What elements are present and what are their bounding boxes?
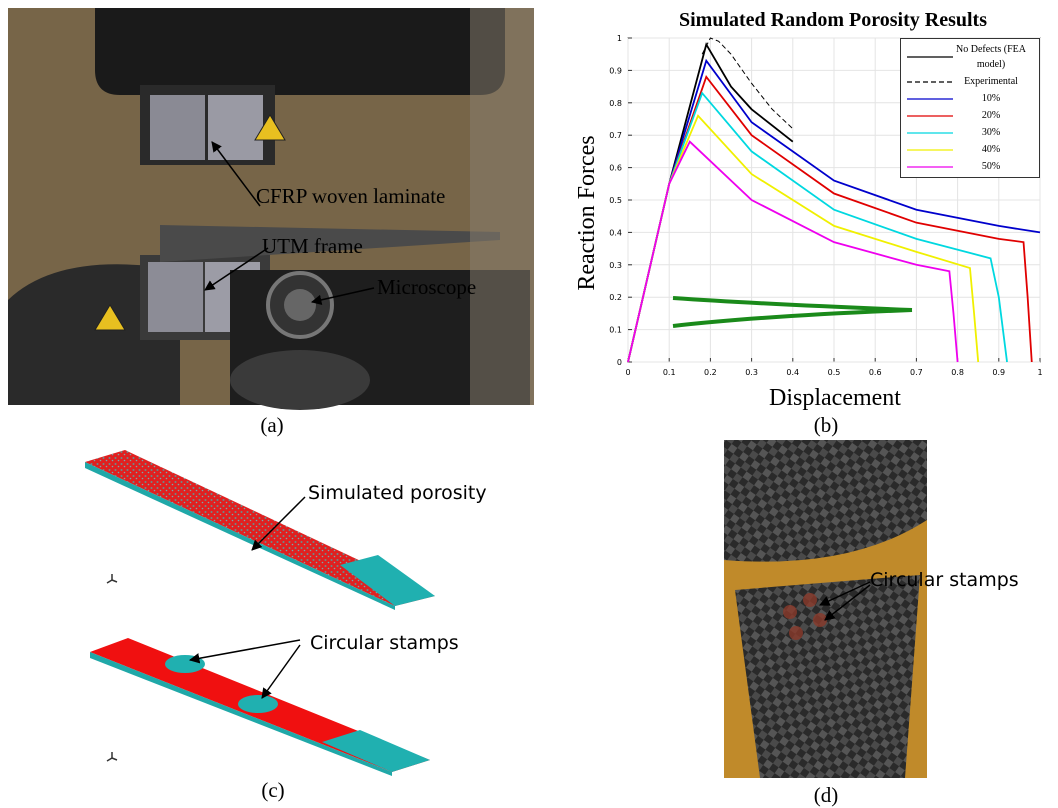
y-tick-label: 0.9 — [609, 66, 622, 75]
legend-swatch — [905, 146, 955, 154]
x-tick-label: 0.3 — [745, 368, 758, 377]
legend-item: 40% — [901, 141, 1039, 158]
caption: (a) — [260, 413, 283, 437]
legend-swatch — [905, 78, 955, 86]
x-tick-label: 1 — [1037, 368, 1042, 377]
x-tick-label: 0.1 — [663, 368, 676, 377]
x-axis-label: Displacement — [769, 385, 901, 411]
y-tick-label: 0.6 — [609, 164, 622, 173]
y-tick-label: 0.3 — [609, 261, 622, 270]
legend-label: No Defects (FEA model) — [955, 42, 1027, 72]
legend-label: Experimental — [955, 74, 1027, 89]
x-tick-label: 0.8 — [951, 368, 964, 377]
annotation: Simulated porosity — [308, 482, 487, 504]
legend-item: No Defects (FEA model) — [901, 41, 1039, 73]
legend-label: 50% — [955, 159, 1027, 174]
x-tick-label: 0.4 — [786, 368, 799, 377]
y-tick-label: 0 — [617, 358, 622, 367]
y-tick-label: 0.1 — [609, 326, 622, 335]
y-tick-label: 0.5 — [609, 196, 622, 205]
y-tick-label: 0.8 — [609, 99, 622, 108]
legend-item: 20% — [901, 107, 1039, 124]
photo-laminate — [724, 440, 927, 778]
y-tick-label: 1 — [617, 34, 622, 43]
annotation: Circular stamps — [870, 569, 1019, 591]
x-tick-label: 0.2 — [704, 368, 717, 377]
annotation: CFRP woven laminate — [256, 184, 445, 208]
x-tick-label: 0.5 — [828, 368, 841, 377]
legend-swatch — [905, 53, 955, 61]
legend-label: 20% — [955, 108, 1027, 123]
legend-item: 30% — [901, 124, 1039, 141]
chart-title: Simulated Random Porosity Results — [679, 9, 987, 31]
legend-swatch — [905, 112, 955, 120]
legend-item: Experimental — [901, 73, 1039, 90]
annotation: UTM frame — [262, 234, 363, 258]
caption: (c) — [261, 778, 284, 802]
y-axis-label: Reaction Forces — [574, 135, 600, 290]
legend-label: 10% — [955, 91, 1027, 106]
x-tick-label: 0.9 — [992, 368, 1005, 377]
legend-label: 40% — [955, 142, 1027, 157]
legend-swatch — [905, 129, 955, 137]
y-tick-label: 0.4 — [609, 228, 622, 237]
photo-utm — [8, 8, 534, 410]
legend: No Defects (FEA model) Experimental 10% 20%… — [900, 38, 1040, 178]
y-tick-label: 0.2 — [609, 293, 622, 302]
x-tick-label: 0 — [625, 368, 630, 377]
legend-label: 30% — [955, 125, 1027, 140]
annotation: Microscope — [377, 275, 476, 299]
caption: (b) — [814, 413, 839, 437]
arrow — [190, 640, 300, 660]
figure: CFRP woven laminate UTM frame Microscope… — [0, 0, 1058, 808]
legend-item: 50% — [901, 158, 1039, 175]
caption: (d) — [814, 783, 839, 807]
legend-swatch — [905, 163, 955, 171]
annotation: Circular stamps — [310, 632, 459, 654]
arrow — [262, 645, 300, 698]
legend-swatch — [905, 95, 955, 103]
x-tick-label: 0.7 — [910, 368, 923, 377]
x-tick-label: 0.6 — [869, 368, 882, 377]
legend-item: 10% — [901, 90, 1039, 107]
y-tick-label: 0.7 — [609, 131, 622, 140]
